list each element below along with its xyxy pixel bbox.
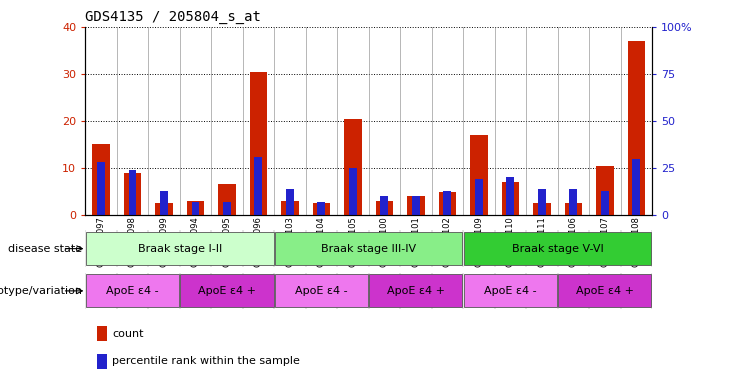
Text: ApoE ε4 +: ApoE ε4 + (387, 286, 445, 296)
Bar (96, 326, 107, 341)
Bar (275, 275, 368, 307)
Text: genotype/variation: genotype/variation (0, 286, 82, 296)
Bar (558, 275, 651, 307)
Bar (464, 275, 557, 307)
Bar (380, 196, 388, 215)
Bar (502, 182, 519, 215)
Bar (632, 159, 640, 215)
Bar (86, 232, 273, 265)
Bar (475, 179, 483, 215)
Bar (286, 189, 294, 215)
Bar (97, 162, 105, 215)
Bar (282, 201, 299, 215)
Bar (128, 170, 136, 215)
Bar (275, 232, 462, 265)
Bar (565, 203, 582, 215)
Text: Braak stage III-IV: Braak stage III-IV (321, 243, 416, 254)
Bar (93, 144, 110, 215)
Text: ApoE ε4 -: ApoE ε4 - (106, 286, 159, 296)
Text: ApoE ε4 +: ApoE ε4 + (198, 286, 256, 296)
Bar (369, 275, 462, 307)
Bar (349, 168, 357, 215)
Bar (156, 203, 173, 215)
Bar (187, 201, 204, 215)
Text: ApoE ε4 -: ApoE ε4 - (484, 286, 536, 296)
Text: percentile rank within the sample: percentile rank within the sample (113, 356, 300, 366)
Bar (538, 189, 546, 215)
Text: GDS4135 / 205804_s_at: GDS4135 / 205804_s_at (85, 10, 261, 25)
Text: Braak stage I-II: Braak stage I-II (138, 243, 222, 254)
Bar (345, 119, 362, 215)
Bar (506, 177, 514, 215)
Bar (219, 184, 236, 215)
Bar (96, 354, 107, 369)
Bar (597, 166, 614, 215)
Bar (160, 190, 168, 215)
Bar (254, 157, 262, 215)
Bar (412, 196, 420, 215)
Text: ApoE ε4 +: ApoE ε4 + (576, 286, 634, 296)
Bar (124, 173, 141, 215)
Bar (313, 203, 330, 215)
Bar (464, 232, 651, 265)
Bar (569, 189, 577, 215)
Text: count: count (113, 329, 144, 339)
Bar (223, 202, 231, 215)
Bar (471, 135, 488, 215)
Bar (317, 202, 325, 215)
Text: Braak stage V-VI: Braak stage V-VI (512, 243, 603, 254)
Bar (439, 192, 456, 215)
Bar (86, 275, 179, 307)
Bar (180, 275, 273, 307)
Bar (408, 196, 425, 215)
Bar (443, 190, 451, 215)
Bar (601, 190, 609, 215)
Bar (534, 203, 551, 215)
Text: disease state: disease state (8, 243, 82, 254)
Bar (191, 202, 199, 215)
Bar (250, 71, 267, 215)
Text: ApoE ε4 -: ApoE ε4 - (295, 286, 348, 296)
Bar (376, 201, 393, 215)
Bar (628, 41, 645, 215)
